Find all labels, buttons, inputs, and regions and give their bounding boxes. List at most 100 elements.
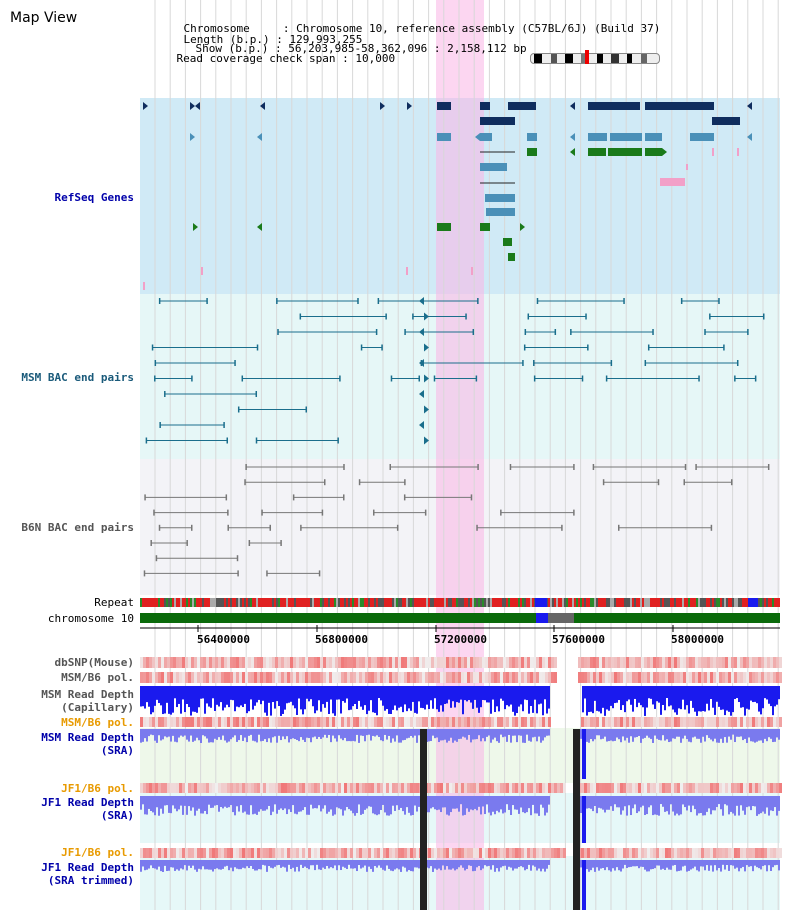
depth-bar[interactable] xyxy=(682,796,684,805)
pol-cell[interactable] xyxy=(362,657,365,668)
pol-cell[interactable] xyxy=(479,672,482,683)
depth-bar[interactable] xyxy=(684,729,686,736)
depth-bar[interactable] xyxy=(626,860,628,869)
depth-bar[interactable] xyxy=(258,729,260,735)
pol-cell[interactable] xyxy=(179,848,182,858)
depth-bar[interactable] xyxy=(482,686,484,700)
pol-cell[interactable] xyxy=(248,717,251,727)
depth-bar[interactable] xyxy=(750,686,752,701)
pol-cell[interactable] xyxy=(305,783,308,793)
pol-cell[interactable] xyxy=(608,848,611,858)
depth-bar[interactable] xyxy=(766,796,768,808)
depth-bar[interactable] xyxy=(608,796,610,810)
depth-bar[interactable] xyxy=(236,860,238,869)
depth-bar[interactable] xyxy=(480,796,482,815)
depth-bar[interactable] xyxy=(416,729,418,743)
depth-bar[interactable] xyxy=(668,796,670,815)
depth-bar[interactable] xyxy=(170,860,172,868)
pol-cell[interactable] xyxy=(464,848,467,858)
depth-bar[interactable] xyxy=(672,686,674,710)
depth-bar[interactable] xyxy=(592,860,594,868)
pol-cell[interactable] xyxy=(710,657,713,668)
pol-cell[interactable] xyxy=(401,848,404,858)
pol-cell[interactable] xyxy=(602,848,605,858)
depth-bar[interactable] xyxy=(606,860,608,868)
pol-cell[interactable] xyxy=(191,657,194,668)
pol-cell[interactable] xyxy=(410,848,413,858)
depth-bar[interactable] xyxy=(742,796,744,811)
repeat-segment[interactable] xyxy=(376,598,378,607)
depth-bar[interactable] xyxy=(666,796,668,812)
depth-bar[interactable] xyxy=(198,686,200,708)
depth-bar[interactable] xyxy=(504,729,506,737)
depth-bar[interactable] xyxy=(600,860,602,869)
depth-bar[interactable] xyxy=(590,729,592,740)
pol-cell[interactable] xyxy=(431,672,434,683)
pol-cell[interactable] xyxy=(434,717,437,727)
pol-cell[interactable] xyxy=(368,657,371,668)
pol-cell[interactable] xyxy=(428,783,431,793)
pol-cell[interactable] xyxy=(494,717,497,727)
depth-bar[interactable] xyxy=(216,796,218,806)
depth-bar[interactable] xyxy=(242,686,244,708)
depth-bar[interactable] xyxy=(174,686,176,699)
depth-bar[interactable] xyxy=(484,860,486,866)
gene-arrow[interactable] xyxy=(662,148,667,156)
depth-bar[interactable] xyxy=(326,686,328,702)
pol-cell[interactable] xyxy=(512,783,515,793)
pol-cell[interactable] xyxy=(242,657,245,668)
depth-bar[interactable] xyxy=(440,796,442,813)
pol-cell[interactable] xyxy=(251,848,254,858)
pol-cell[interactable] xyxy=(611,848,614,858)
depth-bar[interactable] xyxy=(670,686,672,706)
pol-cell[interactable] xyxy=(437,672,440,683)
depth-bar[interactable] xyxy=(582,686,584,713)
depth-bar[interactable] xyxy=(608,686,610,711)
repeat-segment[interactable] xyxy=(158,598,160,607)
repeat-segment[interactable] xyxy=(742,598,744,607)
pol-cell[interactable] xyxy=(704,657,707,668)
pol-cell[interactable] xyxy=(230,672,233,683)
pol-cell[interactable] xyxy=(350,657,353,668)
pol-cell[interactable] xyxy=(587,657,590,668)
repeat-segment[interactable] xyxy=(514,598,516,607)
pol-cell[interactable] xyxy=(710,672,713,683)
repeat-segment[interactable] xyxy=(650,598,652,607)
depth-gap-block[interactable] xyxy=(420,729,427,910)
depth-bar[interactable] xyxy=(748,686,750,710)
pol-cell[interactable] xyxy=(731,783,734,793)
repeat-segment[interactable] xyxy=(384,598,386,607)
depth-bar[interactable] xyxy=(210,729,212,743)
depth-bar[interactable] xyxy=(244,860,246,869)
pol-cell[interactable] xyxy=(236,848,239,858)
pol-cell[interactable] xyxy=(233,672,236,683)
depth-bar[interactable] xyxy=(726,686,728,711)
repeat-segment[interactable] xyxy=(674,598,676,607)
pol-cell[interactable] xyxy=(653,657,656,668)
pol-cell[interactable] xyxy=(476,672,479,683)
pol-cell[interactable] xyxy=(662,783,665,793)
depth-bar[interactable] xyxy=(654,729,656,736)
repeat-segment[interactable] xyxy=(428,598,430,607)
pol-cell[interactable] xyxy=(449,672,452,683)
repeat-segment[interactable] xyxy=(718,598,720,607)
pol-cell[interactable] xyxy=(362,848,365,858)
pol-cell[interactable] xyxy=(347,848,350,858)
depth-bar[interactable] xyxy=(486,796,488,805)
pol-cell[interactable] xyxy=(719,672,722,683)
depth-bar[interactable] xyxy=(482,796,484,807)
pol-cell[interactable] xyxy=(503,672,506,683)
pol-cell[interactable] xyxy=(170,783,173,793)
depth-bar[interactable] xyxy=(472,796,474,811)
depth-bar[interactable] xyxy=(266,686,268,716)
depth-bar[interactable] xyxy=(388,860,390,869)
depth-bar[interactable] xyxy=(472,686,474,709)
gene-arrow[interactable] xyxy=(570,102,575,110)
pol-cell[interactable] xyxy=(638,672,641,683)
pol-cell[interactable] xyxy=(455,657,458,668)
repeat-segment[interactable] xyxy=(140,598,142,607)
pol-cell[interactable] xyxy=(167,672,170,683)
repeat-segment[interactable] xyxy=(478,598,480,607)
pol-cell[interactable] xyxy=(635,672,638,683)
pol-cell[interactable] xyxy=(620,672,623,683)
